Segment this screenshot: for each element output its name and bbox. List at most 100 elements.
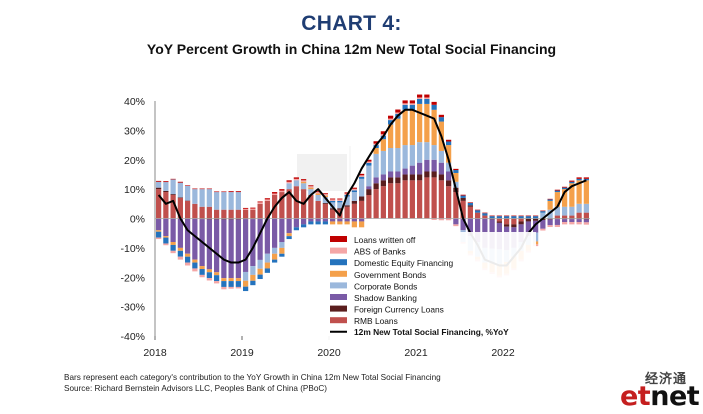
bar-segment-loans-written-off xyxy=(301,179,307,181)
legend-label: Corporate Bonds xyxy=(354,281,417,291)
bar-segment-rmb-loans xyxy=(380,186,386,219)
bar-segment-shadow-banking xyxy=(402,168,408,175)
bar-segment-corporate-bonds xyxy=(286,183,292,190)
bar-segment-loans-written-off xyxy=(409,100,415,104)
legend-swatch xyxy=(330,270,347,277)
bar-segment-loans-written-off xyxy=(460,194,466,196)
bar-segment-corporate-bonds xyxy=(177,182,183,198)
bar-segment-abs-of-banks xyxy=(243,208,249,210)
bar-segment-corporate-bonds xyxy=(279,242,285,248)
bar-segment-shadow-banking xyxy=(243,219,249,272)
bar-segment-domestic-equity-financing xyxy=(482,213,488,216)
bar-segment-corporate-bonds xyxy=(156,181,162,188)
bar-segment-shadow-banking xyxy=(293,218,299,228)
bar-segment-foreign-currency-loans xyxy=(511,224,517,228)
bar-segment-loans-written-off xyxy=(206,188,212,190)
bar-segment-shadow-banking xyxy=(576,219,582,223)
bar-segment-abs-of-banks xyxy=(286,181,292,184)
bar-segment-government-bonds xyxy=(359,221,365,228)
bar-segment-corporate-bonds xyxy=(163,182,169,191)
bar-segment-domestic-equity-financing xyxy=(460,195,466,198)
bar-segment-abs-of-banks xyxy=(402,103,408,105)
bar-segment-loans-written-off xyxy=(228,191,234,193)
bar-segment-domestic-equity-financing xyxy=(308,221,314,225)
bar-segment-abs-of-banks xyxy=(330,199,336,201)
bar-segment-domestic-equity-financing xyxy=(264,268,270,273)
bar-segment-rmb-loans xyxy=(431,177,437,219)
bar-segment-domestic-equity-financing xyxy=(293,227,299,231)
y-tick-label: -30% xyxy=(120,302,145,314)
bar-segment-rmb-loans xyxy=(569,215,575,219)
legend-label: Loans written off xyxy=(354,235,416,245)
bar-segment-domestic-equity-financing xyxy=(322,221,328,225)
bar-segment-corporate-bonds xyxy=(402,145,408,169)
bar-segment-loans-written-off xyxy=(569,180,575,182)
bar-segment-abs-of-banks xyxy=(337,199,343,201)
bar-segment-domestic-equity-financing xyxy=(453,170,459,173)
bar-segment-rmb-loans xyxy=(351,203,357,219)
bar-segment-foreign-currency-loans xyxy=(460,197,466,201)
chart-subtitle: YoY Percent Growth in China 12m New Tota… xyxy=(146,41,557,57)
bar-segment-government-bonds xyxy=(431,109,437,146)
bar-segment-loans-written-off xyxy=(482,212,488,214)
bar-segment-rmb-loans xyxy=(315,200,321,219)
bar-segment-domestic-equity-financing xyxy=(511,216,517,219)
bar-segment-foreign-currency-loans xyxy=(395,177,401,184)
x-tick-label: 2022 xyxy=(491,347,515,359)
bar-segment-domestic-equity-financing xyxy=(250,280,256,286)
bar-segment-shadow-banking xyxy=(460,218,466,231)
bar-segment-government-bonds xyxy=(373,148,379,154)
bar-segment-loans-written-off xyxy=(518,215,524,217)
bar-segment-domestic-equity-financing xyxy=(221,281,227,287)
bar-segment-foreign-currency-loans xyxy=(156,187,162,190)
bar-segment-loans-written-off xyxy=(308,185,314,187)
bar-segment-abs-of-banks xyxy=(199,274,205,278)
bar-segment-shadow-banking xyxy=(235,219,241,279)
bar-segment-foreign-currency-loans xyxy=(235,218,241,220)
bar-segment-government-bonds xyxy=(272,253,278,260)
bar-segment-loans-written-off xyxy=(511,215,517,217)
bar-segment-domestic-equity-financing xyxy=(279,253,285,257)
bar-segment-abs-of-banks xyxy=(177,256,183,260)
bar-segment-shadow-banking xyxy=(163,218,169,237)
bar-segment-shadow-banking xyxy=(330,218,336,222)
bar-segment-rmb-loans xyxy=(185,200,191,219)
bar-segment-corporate-bonds xyxy=(366,165,372,187)
bar-segment-shadow-banking xyxy=(272,218,278,248)
bar-segment-shadow-banking xyxy=(264,218,270,254)
bar-segment-rmb-loans xyxy=(504,218,510,225)
bar-segment-rmb-loans xyxy=(170,195,176,219)
legend-swatch xyxy=(330,247,347,254)
bar-segment-corporate-bonds xyxy=(322,197,328,203)
bar-segment-shadow-banking xyxy=(395,171,401,178)
y-tick-label: 40% xyxy=(124,96,145,108)
bar-segment-corporate-bonds xyxy=(214,192,220,210)
bar-segment-rmb-loans xyxy=(228,209,234,219)
bar-segment-foreign-currency-loans xyxy=(388,177,394,184)
bar-segment-government-bonds xyxy=(286,233,292,237)
bar-segment-rmb-loans xyxy=(322,203,328,219)
bar-segment-loans-written-off xyxy=(351,187,357,189)
bar-segment-government-bonds xyxy=(409,109,415,146)
bar-segment-loans-written-off xyxy=(475,209,481,211)
bar-segment-shadow-banking xyxy=(286,218,292,234)
bar-segment-abs-of-banks xyxy=(409,103,415,105)
bar-segment-foreign-currency-loans xyxy=(366,189,372,196)
bar-segment-rmb-loans xyxy=(460,200,466,219)
bar-segment-loans-written-off xyxy=(453,168,459,171)
bar-segment-domestic-equity-financing xyxy=(402,104,408,110)
bar-segment-government-bonds xyxy=(562,189,568,207)
bar-segment-loans-written-off xyxy=(199,188,205,190)
chart-title: CHART 4: xyxy=(301,12,402,35)
bar-segment-rmb-loans xyxy=(192,203,198,219)
bar-segment-abs-of-banks xyxy=(293,178,299,181)
bar-segment-corporate-bonds xyxy=(337,202,343,209)
bar-segment-domestic-equity-financing xyxy=(163,237,169,244)
bar-segment-shadow-banking xyxy=(438,162,444,175)
bar-segment-loans-written-off xyxy=(315,191,321,193)
bar-segment-abs-of-banks xyxy=(431,218,437,220)
bar-segment-shadow-banking xyxy=(344,218,350,222)
bar-segment-shadow-banking xyxy=(315,218,321,222)
bar-segment-shadow-banking xyxy=(337,218,343,222)
